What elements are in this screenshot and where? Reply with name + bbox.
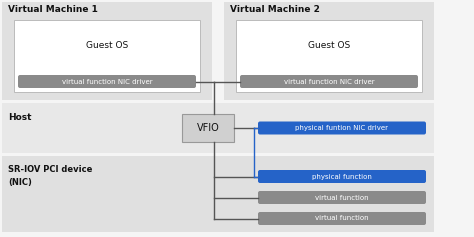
- Text: Host: Host: [8, 113, 31, 122]
- Text: virtual function: virtual function: [315, 215, 369, 222]
- Text: virtual function NIC driver: virtual function NIC driver: [283, 78, 374, 85]
- Bar: [14, 20, 200, 92]
- FancyBboxPatch shape: [258, 212, 426, 225]
- FancyBboxPatch shape: [18, 75, 196, 88]
- Text: VFIO: VFIO: [197, 123, 219, 133]
- Text: virtual function: virtual function: [315, 195, 369, 201]
- Bar: [182, 114, 234, 142]
- Text: physical funtion NIC driver: physical funtion NIC driver: [295, 125, 389, 131]
- Text: Virtual Machine 1: Virtual Machine 1: [8, 5, 98, 14]
- Bar: [224, 2, 434, 100]
- FancyBboxPatch shape: [258, 170, 426, 183]
- Bar: [2, 103, 434, 153]
- FancyBboxPatch shape: [258, 122, 426, 135]
- Bar: [2, 156, 434, 232]
- FancyBboxPatch shape: [240, 75, 418, 88]
- Text: SR-IOV PCI device
(NIC): SR-IOV PCI device (NIC): [8, 165, 92, 187]
- Text: Virtual Machine 2: Virtual Machine 2: [230, 5, 320, 14]
- Text: physical function: physical function: [312, 173, 372, 179]
- Text: virtual function NIC driver: virtual function NIC driver: [62, 78, 152, 85]
- Bar: [236, 20, 422, 92]
- FancyBboxPatch shape: [258, 191, 426, 204]
- Bar: [2, 2, 212, 100]
- Text: Guest OS: Guest OS: [308, 41, 350, 50]
- Text: Guest OS: Guest OS: [86, 41, 128, 50]
